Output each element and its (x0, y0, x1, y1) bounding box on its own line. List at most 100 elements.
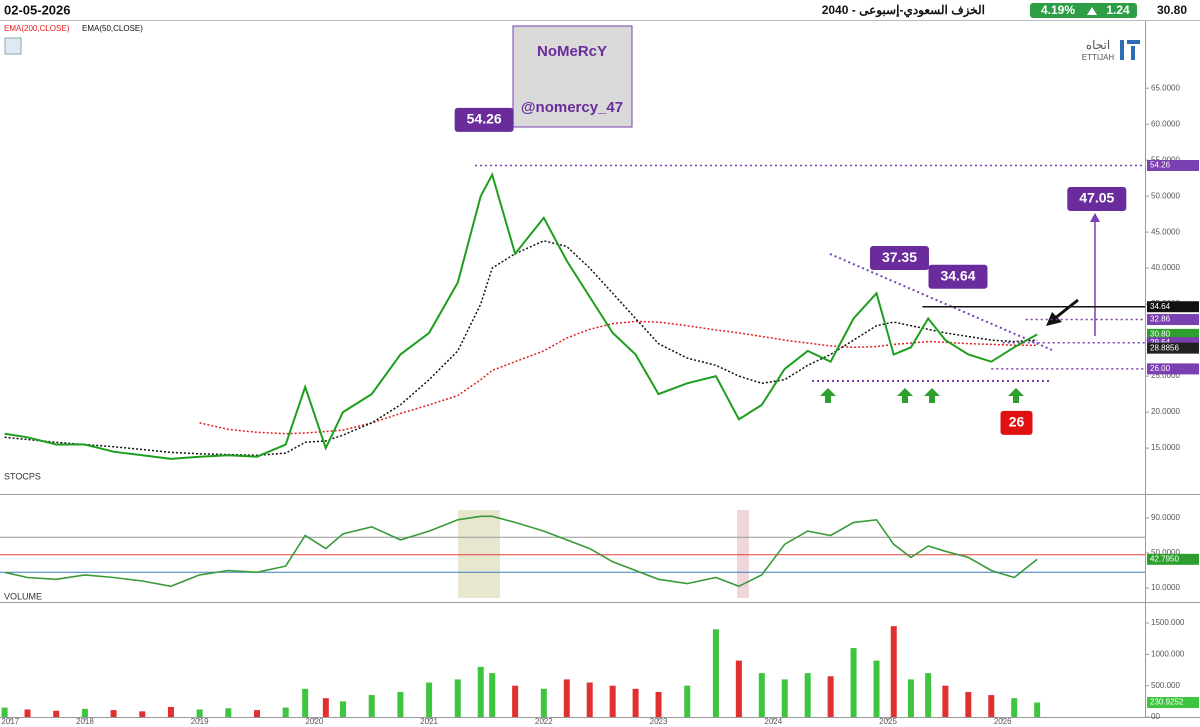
volume-bar (712, 629, 719, 717)
y-tick-label: 00 (1151, 712, 1160, 721)
price-label-box (1147, 314, 1199, 326)
price-label: 30.80 (1150, 329, 1171, 338)
change-box (1030, 3, 1137, 18)
watermark-handle: @nomercy_47 (521, 99, 623, 116)
price-label: 26.00 (1150, 364, 1171, 373)
annotation-text: 26 (1009, 414, 1025, 430)
last-price: 30.80 (1157, 3, 1187, 17)
x-tick-label: 2021 (420, 717, 438, 726)
watermark-box (512, 25, 633, 128)
volume-bar (24, 709, 31, 717)
y-tick-label: 1000.000 (1151, 649, 1185, 658)
annotation-box (928, 264, 988, 289)
volume-bar (1011, 698, 1018, 717)
up-arrow (1008, 388, 1024, 403)
volume-bar (907, 679, 914, 717)
x-tick-label: 2017 (1, 717, 19, 726)
annotation-text: 47.05 (1079, 190, 1114, 206)
x-tick-label: 2022 (535, 717, 553, 726)
price-label-box (1147, 328, 1199, 340)
volume-bar (53, 710, 60, 717)
volume-bar (225, 708, 232, 717)
x-tick-label: 2018 (76, 717, 94, 726)
last-label: 42.7950 (1150, 554, 1179, 563)
y-tick-label: 60.0000 (1151, 119, 1180, 128)
volume-bar (139, 711, 146, 717)
volume-bar (340, 701, 347, 717)
volume-bar (426, 682, 433, 717)
volume-bar (196, 709, 203, 717)
volume-bar (540, 688, 547, 717)
symbol-title: الخزف السعودي-إسبوعى - 2040 (822, 3, 985, 18)
volume-bar (1034, 702, 1041, 717)
volume-bar (110, 710, 117, 717)
annotation-text: 34.64 (940, 267, 975, 283)
volume-bar (282, 707, 289, 717)
volume-bar (988, 695, 995, 717)
x-tick-label: 2025 (879, 717, 897, 726)
y-tick-label: 65.0000 (1151, 83, 1180, 92)
change-pct: 4.19% (1041, 3, 1075, 17)
logo-bar (1131, 46, 1135, 60)
volume-bar (890, 626, 897, 717)
volume-bar (563, 679, 570, 717)
ema-line (4, 240, 1038, 457)
annotation-box (1067, 187, 1127, 212)
legend-label: EMA(200,CLOSE) (4, 24, 70, 33)
volume-bar (322, 698, 329, 717)
trend-line (829, 253, 1053, 351)
arrow-head (1090, 213, 1100, 222)
annotation-box (869, 246, 929, 271)
annotation-box (1000, 410, 1033, 435)
signal-arrows (820, 388, 1024, 403)
volume-bar (167, 706, 174, 717)
up-arrow (897, 388, 913, 403)
volume-bar (925, 673, 932, 717)
logo: اتجاه ETTIJAH (1082, 38, 1140, 62)
logo-bar (1127, 40, 1140, 44)
highlight (737, 510, 749, 598)
change: 1.24 (1106, 3, 1130, 17)
legend-label: EMA(50,CLOSE) (82, 24, 143, 33)
volume-bar (827, 676, 834, 717)
annotation-text: 54.26 (467, 111, 502, 127)
stoch-line (4, 515, 1038, 588)
y-tick-label: 25.0000 (1151, 371, 1180, 380)
ema-line (199, 320, 1038, 435)
price-label: 29.64 (1150, 338, 1171, 347)
price-label: 32.86 (1150, 315, 1171, 324)
volume-bar (512, 685, 519, 717)
up-arrow (820, 388, 836, 403)
volume-bar (758, 673, 765, 717)
price-label-box (1147, 159, 1199, 171)
arrow-head (1046, 312, 1062, 326)
price-label-box (1147, 301, 1199, 313)
highlight (458, 510, 500, 598)
volume-bar (632, 688, 639, 717)
y-tick-label: 45.0000 (1151, 227, 1180, 236)
y-tick-label: 1500.000 (1151, 618, 1185, 627)
volume-bar (397, 691, 404, 717)
logo-ar: اتجاه (1086, 38, 1110, 52)
last-label-box (1147, 697, 1199, 709)
volume-bar (477, 666, 484, 717)
panel-icon[interactable] (4, 37, 22, 55)
volume-bar (368, 695, 375, 717)
price-label-box (1147, 342, 1199, 354)
logo-en: ETTIJAH (1082, 53, 1115, 62)
price-label: 28.8856 (1150, 343, 1179, 352)
annotation-box (454, 107, 514, 132)
volume-bar (942, 685, 949, 717)
price-line (4, 171, 1038, 460)
y-tick-label: 50.0000 (1151, 191, 1180, 200)
up-triangle (1087, 7, 1097, 15)
y-tick-label: 500.000 (1151, 681, 1180, 690)
volume-bar (684, 685, 691, 717)
volume-bar (965, 691, 972, 717)
volume-bar (873, 660, 880, 717)
x-tick-label: 2020 (305, 717, 323, 726)
panel-title: VOLUME (4, 591, 42, 601)
y-tick-label: 10.0000 (1151, 583, 1180, 592)
up-arrow (924, 388, 940, 403)
x-tick-label: 2024 (764, 717, 782, 726)
